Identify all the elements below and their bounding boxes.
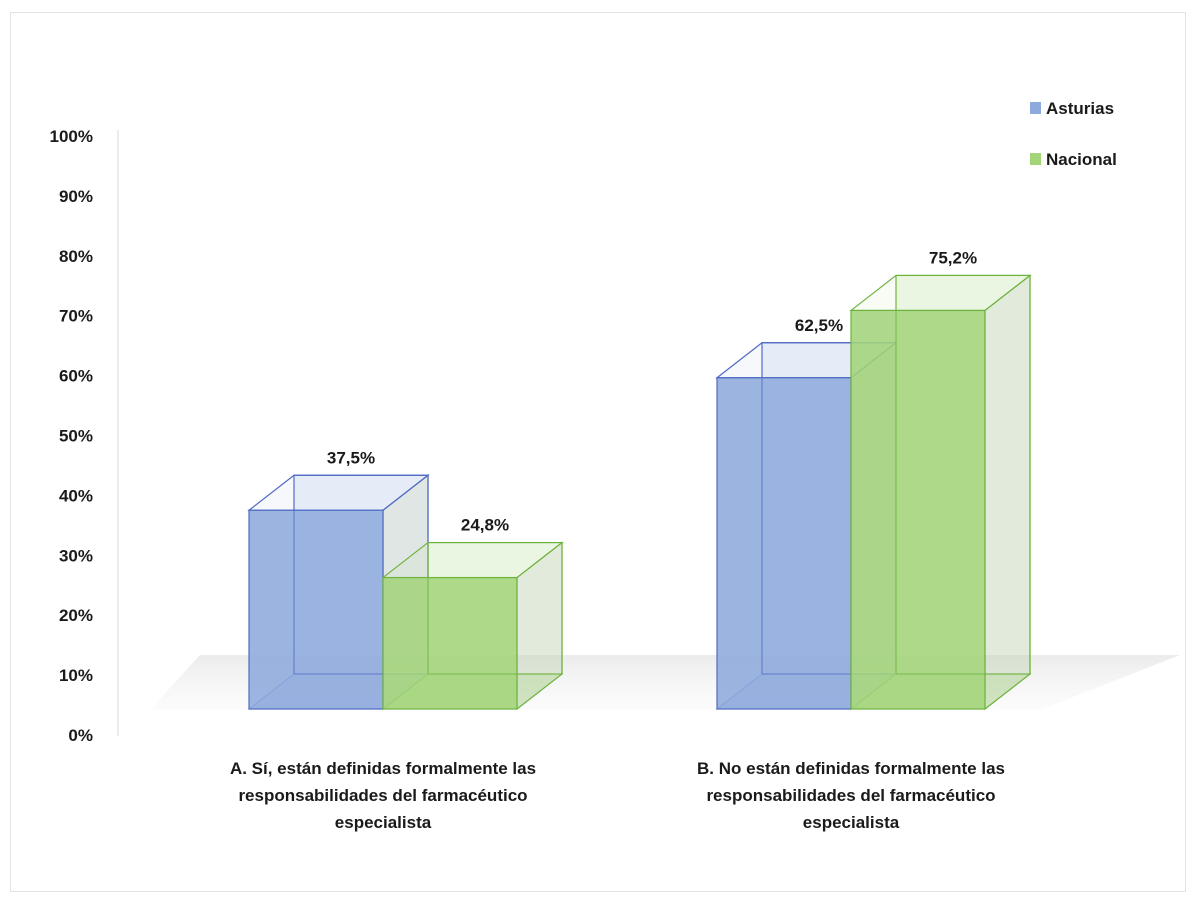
bar-front-face: [248, 509, 384, 710]
data-label: 75,2%: [929, 248, 977, 267]
y-tick-label: 40%: [59, 486, 93, 505]
category-label-line: especialista: [335, 813, 432, 832]
category-label-line: B. No están definidas formalmente las: [697, 759, 1005, 778]
legend-swatch-asturias: [1030, 102, 1041, 114]
legend-label-asturias: Asturias: [1046, 99, 1114, 118]
data-label: 24,8%: [461, 516, 509, 535]
y-tick-label: 30%: [59, 546, 93, 565]
y-tick-label: 60%: [59, 367, 93, 386]
y-tick-label: 0%: [68, 726, 93, 745]
y-tick-label: 10%: [59, 666, 93, 685]
bar-front-face: [850, 309, 986, 710]
y-tick-label: 70%: [59, 307, 93, 326]
category-label-line: responsabilidades del farmacéutico: [706, 786, 995, 805]
category-label-line: responsabilidades del farmacéutico: [238, 786, 527, 805]
bar-nacional-1: [381, 541, 564, 711]
bar-nacional-2: [849, 274, 1032, 711]
legend-label-nacional: Nacional: [1046, 150, 1117, 169]
y-tick-label: 80%: [59, 247, 93, 266]
category-label-line: especialista: [803, 813, 900, 832]
y-tick-label: 90%: [59, 187, 93, 206]
y-tick-label: 50%: [59, 427, 93, 446]
bar-front-face: [382, 576, 518, 710]
data-label: 37,5%: [327, 448, 375, 467]
chart-frame: [10, 12, 1186, 892]
legend-swatch-nacional: [1030, 153, 1041, 165]
bar-front-face: [716, 377, 852, 710]
category-label-line: A. Sí, están definidas formalmente las: [230, 759, 536, 778]
bar-side-face: [984, 274, 1031, 711]
data-label: 62,5%: [795, 316, 843, 335]
y-tick-label: 20%: [59, 606, 93, 625]
y-tick-label: 100%: [50, 127, 93, 146]
